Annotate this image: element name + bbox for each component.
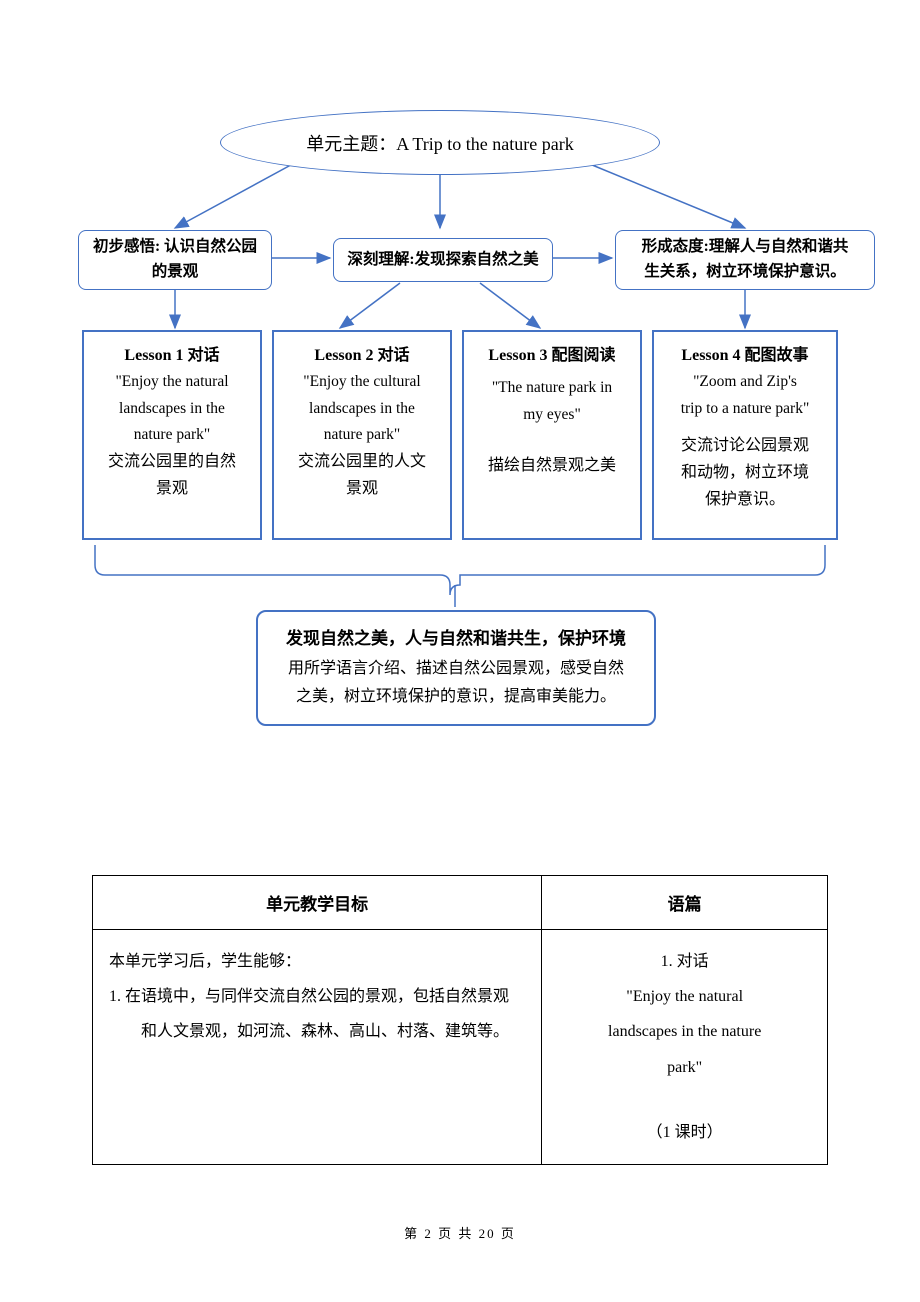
obj-intro: 本单元学习后，学生能够：	[109, 944, 525, 979]
lesson-1-title: Lesson 1 对话	[90, 342, 254, 369]
lesson-2-en2: landscapes in the	[280, 396, 444, 422]
footer-current: 2	[424, 1226, 433, 1241]
lesson-1-node: Lesson 1 对话 "Enjoy the natural landscape…	[82, 330, 262, 540]
lesson-2-node: Lesson 2 对话 "Enjoy the cultural landscap…	[272, 330, 452, 540]
table-row: 本单元学习后，学生能够： 1. 在语境中，与同伴交流自然公园的景观，包括自然景观…	[93, 930, 828, 1165]
stage-3-title-b: 生关系，树立环境保护意识。	[644, 263, 846, 280]
lesson-2-en1: "Enjoy the cultural	[280, 369, 444, 395]
lesson-2-cn1: 交流公园里的人文	[280, 448, 444, 475]
stage-1-node: 初步感悟: 认识自然公园的景观	[78, 230, 272, 290]
lesson-1-en2: landscapes in the	[90, 396, 254, 422]
lesson-1-en1: "Enjoy the natural	[90, 369, 254, 395]
theme-label-cn: 单元主题：	[306, 134, 396, 154]
summary-title: 发现自然之美，人与自然和谐共生，保护环境	[278, 624, 634, 655]
footer-mid: 页 共	[438, 1226, 473, 1241]
cell-objectives: 本单元学习后，学生能够： 1. 在语境中，与同伴交流自然公园的景观，包括自然景观…	[93, 930, 542, 1165]
lesson-2-en3: nature park"	[280, 422, 444, 448]
header-right: 语篇	[542, 876, 828, 930]
cell-text: 1. 对话 "Enjoy the natural landscapes in t…	[542, 930, 828, 1165]
obj-num: 1.	[109, 988, 121, 1005]
stage-3-node: 形成态度:理解人与自然和谐共 生关系，树立环境保护意识。	[615, 230, 875, 290]
theme-node: 单元主题：A Trip to the nature park	[220, 110, 660, 175]
lesson-2-title: Lesson 2 对话	[280, 342, 444, 369]
stage-2-title: 深刻理解:发现探索自然之美	[347, 251, 538, 268]
stage-1-title: 初步感悟: 认识自然公园的景观	[93, 238, 257, 280]
lesson-4-cn1: 交流讨论公园景观	[660, 432, 830, 459]
lesson-4-node: Lesson 4 配图故事 "Zoom and Zip's trip to a …	[652, 330, 838, 540]
lesson-4-cn3: 保护意识。	[660, 486, 830, 513]
stage-3-title-a: 形成态度:理解人与自然和谐共	[642, 238, 849, 255]
text-num: 1. 对话	[558, 944, 811, 979]
footer-suffix: 页	[501, 1226, 516, 1241]
lesson-3-node: Lesson 3 配图阅读 "The nature park in my eye…	[462, 330, 642, 540]
lesson-1-cn2: 景观	[90, 475, 254, 502]
lesson-1-cn1: 交流公园里的自然	[90, 448, 254, 475]
lesson-3-title: Lesson 3 配图阅读	[470, 342, 634, 369]
unit-diagram: 单元主题：A Trip to the nature park 初步感悟: 认识自…	[0, 100, 920, 760]
page: 单元主题：A Trip to the nature park 初步感悟: 认识自…	[0, 0, 920, 1302]
goal-table: 单元教学目标 语篇 本单元学习后，学生能够： 1. 在语境中，与同伴交流自然公园…	[92, 875, 828, 1165]
footer-total: 20	[479, 1226, 496, 1241]
footer-prefix: 第	[404, 1226, 419, 1241]
lesson-3-cn1: 描绘自然景观之美	[470, 452, 634, 479]
header-left: 单元教学目标	[93, 876, 542, 930]
page-footer: 第 2 页 共 20 页	[0, 1223, 920, 1242]
lesson-4-en2: trip to a nature park"	[660, 396, 830, 422]
text-hours: （1 课时）	[558, 1115, 811, 1150]
summary-body1: 用所学语言介绍、描述自然公园景观，感受自然	[278, 655, 634, 684]
obj-l1: 在语境中，与同伴交流自然公园的景观，包括自然景观	[125, 988, 509, 1005]
lesson-4-cn2: 和动物，树立环境	[660, 459, 830, 486]
theme-label-en: A Trip to the nature park	[396, 134, 574, 154]
obj-item-1: 1. 在语境中，与同伴交流自然公园的景观，包括自然景观	[109, 979, 525, 1014]
text-en-l1: "Enjoy the natural	[558, 979, 811, 1014]
text-en-l3: park"	[558, 1050, 811, 1085]
lesson-4-title: Lesson 4 配图故事	[660, 342, 830, 369]
obj-l2: 和人文景观，如河流、森林、高山、村落、建筑等。	[109, 1014, 525, 1049]
summary-node: 发现自然之美，人与自然和谐共生，保护环境 用所学语言介绍、描述自然公园景观，感受…	[256, 610, 656, 726]
stage-2-node: 深刻理解:发现探索自然之美	[333, 238, 553, 282]
lesson-1-en3: nature park"	[90, 422, 254, 448]
table-header-row: 单元教学目标 语篇	[93, 876, 828, 930]
lesson-3-en1: "The nature park in	[470, 375, 634, 401]
text-en-l2: landscapes in the nature	[558, 1014, 811, 1049]
summary-body2: 之美，树立环境保护的意识，提高审美能力。	[278, 683, 634, 712]
lesson-3-en2: my eyes"	[470, 402, 634, 428]
lesson-4-en1: "Zoom and Zip's	[660, 369, 830, 395]
lesson-2-cn2: 景观	[280, 475, 444, 502]
